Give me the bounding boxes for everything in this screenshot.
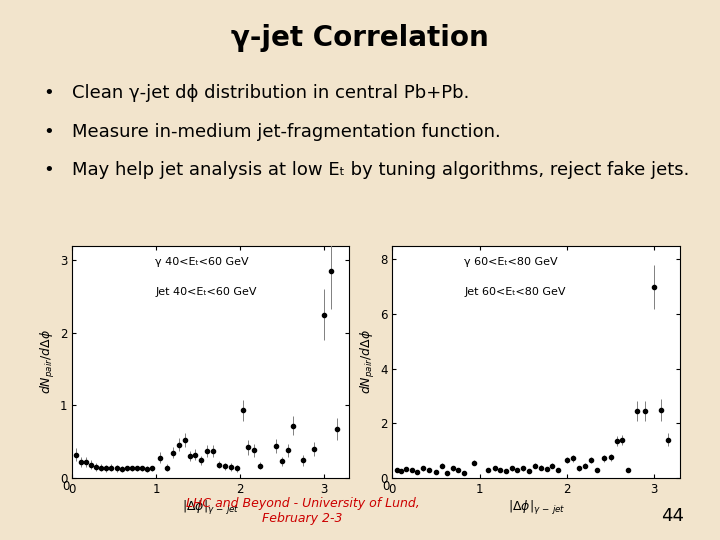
Text: γ-jet Correlation: γ-jet Correlation xyxy=(231,24,489,52)
Text: Clean γ-jet dϕ distribution in central Pb+Pb.: Clean γ-jet dϕ distribution in central P… xyxy=(72,84,469,102)
Text: Jet 60<Eₜ<80 GeV: Jet 60<Eₜ<80 GeV xyxy=(464,287,566,298)
Text: γ 60<Eₜ<80 GeV: γ 60<Eₜ<80 GeV xyxy=(464,258,558,267)
X-axis label: $|\Delta\phi|_{\gamma\,-\,jet}$: $|\Delta\phi|_{\gamma\,-\,jet}$ xyxy=(181,498,240,517)
Text: 44: 44 xyxy=(661,507,684,525)
Text: Measure in-medium jet-fragmentation function.: Measure in-medium jet-fragmentation func… xyxy=(72,123,500,140)
Y-axis label: $dN_{pair}/d\Delta\phi$: $dN_{pair}/d\Delta\phi$ xyxy=(359,329,377,394)
Text: •: • xyxy=(43,123,54,140)
Y-axis label: $dN_{pair}/d\Delta\phi$: $dN_{pair}/d\Delta\phi$ xyxy=(39,329,57,394)
Text: 0: 0 xyxy=(62,480,69,493)
Text: Jet 40<Eₜ<60 GeV: Jet 40<Eₜ<60 GeV xyxy=(156,287,256,298)
Text: 0: 0 xyxy=(382,480,390,493)
Text: LHC and Beyond - University of Lund,
February 2-3: LHC and Beyond - University of Lund, Feb… xyxy=(186,497,419,525)
Text: May help jet analysis at low Eₜ by tuning algorithms, reject fake jets.: May help jet analysis at low Eₜ by tunin… xyxy=(72,161,689,179)
X-axis label: $|\Delta\phi|_{\gamma\,-\,jet}$: $|\Delta\phi|_{\gamma\,-\,jet}$ xyxy=(508,498,565,517)
Text: •: • xyxy=(43,161,54,179)
Text: •: • xyxy=(43,84,54,102)
Text: γ 40<Eₜ<60 GeV: γ 40<Eₜ<60 GeV xyxy=(156,258,249,267)
